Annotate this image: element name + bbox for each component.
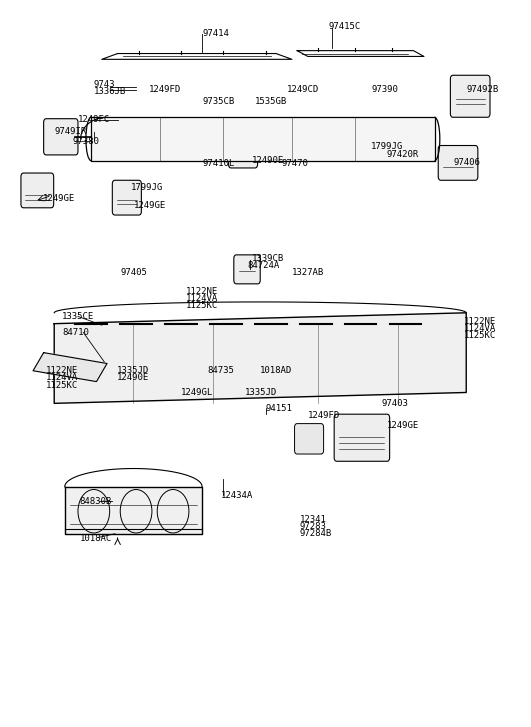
Text: 1339CB: 1339CB bbox=[252, 254, 285, 263]
Text: 94151: 94151 bbox=[266, 404, 293, 413]
FancyBboxPatch shape bbox=[234, 255, 260, 284]
FancyBboxPatch shape bbox=[228, 139, 258, 168]
FancyBboxPatch shape bbox=[450, 76, 490, 117]
Text: 1335JD: 1335JD bbox=[116, 366, 149, 375]
Text: 1249FD: 1249FD bbox=[149, 85, 182, 95]
Text: 97284B: 97284B bbox=[300, 529, 332, 538]
Text: 97380: 97380 bbox=[73, 137, 100, 145]
FancyBboxPatch shape bbox=[21, 173, 54, 208]
Text: 1124VA: 1124VA bbox=[186, 294, 219, 303]
Text: 1327AB: 1327AB bbox=[292, 268, 324, 278]
Text: 1335CE: 1335CE bbox=[62, 312, 95, 321]
Text: 1249FD: 1249FD bbox=[308, 411, 340, 420]
Text: 97470: 97470 bbox=[281, 159, 308, 168]
Text: 97420R: 97420R bbox=[387, 150, 419, 159]
Text: 97403: 97403 bbox=[382, 399, 408, 408]
Text: 1125KC: 1125KC bbox=[186, 301, 219, 310]
Text: 1249GL: 1249GL bbox=[181, 388, 213, 397]
Text: 1124VA: 1124VA bbox=[46, 374, 79, 382]
Text: 1122NE: 1122NE bbox=[186, 286, 219, 296]
Polygon shape bbox=[102, 54, 292, 60]
Text: 84724A: 84724A bbox=[247, 261, 279, 270]
Text: 12490E: 12490E bbox=[116, 374, 149, 382]
Text: 1535GB: 1535GB bbox=[255, 97, 287, 106]
Text: 97283: 97283 bbox=[300, 522, 327, 531]
Text: 84735: 84735 bbox=[208, 366, 234, 375]
Text: 1799JG: 1799JG bbox=[371, 142, 404, 150]
Text: 9735CB: 9735CB bbox=[202, 97, 234, 106]
Text: 9749IR: 9749IR bbox=[54, 127, 87, 136]
Text: 1249GE: 1249GE bbox=[42, 194, 75, 203]
Text: 1122NE: 1122NE bbox=[464, 317, 496, 326]
FancyBboxPatch shape bbox=[438, 145, 478, 180]
Text: 1249FC: 1249FC bbox=[78, 115, 110, 124]
Text: 1122NE: 1122NE bbox=[46, 366, 79, 375]
Text: 1124VA: 1124VA bbox=[464, 324, 496, 333]
Text: 9743: 9743 bbox=[94, 80, 115, 89]
Text: 1249GE: 1249GE bbox=[387, 420, 419, 430]
Polygon shape bbox=[33, 353, 107, 382]
FancyBboxPatch shape bbox=[334, 414, 390, 461]
Text: 1249GE: 1249GE bbox=[133, 201, 166, 210]
Text: 1799JG: 1799JG bbox=[131, 183, 163, 192]
FancyBboxPatch shape bbox=[295, 424, 323, 454]
Polygon shape bbox=[297, 51, 424, 57]
Polygon shape bbox=[54, 313, 466, 403]
Polygon shape bbox=[91, 117, 434, 161]
Text: 12341: 12341 bbox=[300, 515, 327, 523]
Text: 1335JD: 1335JD bbox=[244, 388, 277, 397]
Text: 84710: 84710 bbox=[62, 328, 89, 337]
Text: 12490E: 12490E bbox=[252, 156, 285, 165]
Text: 97390: 97390 bbox=[371, 85, 398, 95]
Text: 97410L: 97410L bbox=[202, 159, 234, 168]
FancyBboxPatch shape bbox=[113, 180, 141, 215]
Text: 1249CD: 1249CD bbox=[287, 85, 319, 95]
Text: 12434A: 12434A bbox=[220, 491, 253, 499]
Text: 97414: 97414 bbox=[202, 30, 229, 39]
Text: 1125KC: 1125KC bbox=[464, 332, 496, 340]
Text: 97415C: 97415C bbox=[329, 23, 361, 31]
Text: 1336JB: 1336JB bbox=[94, 87, 126, 97]
Text: 84830B: 84830B bbox=[80, 497, 112, 505]
Text: 97405: 97405 bbox=[120, 268, 147, 278]
Text: 1018AC: 1018AC bbox=[80, 534, 112, 543]
Text: 1018AD: 1018AD bbox=[260, 366, 293, 375]
FancyBboxPatch shape bbox=[44, 119, 78, 155]
Text: 97406: 97406 bbox=[453, 158, 480, 166]
Polygon shape bbox=[65, 486, 202, 534]
Text: 97492B: 97492B bbox=[466, 85, 499, 95]
Text: 1125KC: 1125KC bbox=[46, 381, 79, 390]
